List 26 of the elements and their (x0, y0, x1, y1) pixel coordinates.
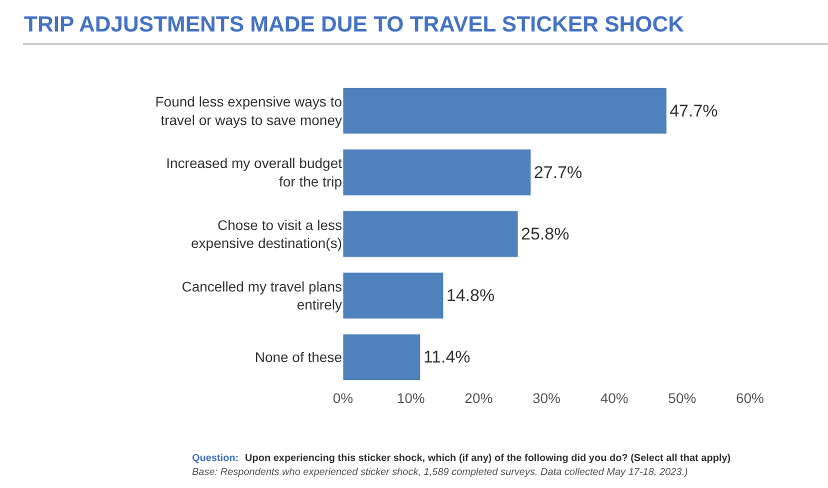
text: Question: (192, 453, 239, 464)
x-tick-label: 20% (464, 390, 493, 406)
bar (343, 87, 667, 134)
y-tick-label: Increased my overall budget for the trip (166, 155, 342, 190)
x-tick-label: 60% (736, 390, 764, 406)
data-label: 25.8% (521, 224, 570, 244)
x-tick-label: 50% (668, 390, 696, 406)
data-label: 11.4% (423, 348, 470, 367)
bar (343, 149, 532, 196)
y-tick-label: Chose to visit a less expensive destination(s) (191, 216, 342, 251)
y-tick-label: None of these (254, 349, 342, 366)
chart-title: TRIP ADJUSTMENTS MADE DUE TO TRAVEL STICKER SHOCK (24, 12, 684, 37)
y-tick-label: Found less expensive ways to travel or ways to save money (155, 94, 342, 128)
text: Base: Respondents who experienced sticker shock, 1,589 completed surveys. Data collected May 17-18, 2023.) (192, 467, 688, 478)
x-tick-label: 30% (532, 390, 561, 406)
data-label: 14.8% (446, 286, 495, 306)
text: Upon experiencing this sticker shock, which (if any) of the following did you do? (Select all that apply) (245, 453, 731, 464)
bar (343, 334, 421, 381)
x-tick-label: 0% (332, 390, 354, 406)
y-tick-label: Cancelled my travel plans entirely (182, 278, 342, 313)
bar (343, 272, 444, 319)
bar (343, 210, 518, 258)
x-tick-label: 10% (396, 390, 425, 406)
data-label: 47.7% (670, 101, 718, 120)
x-tick-label: 40% (600, 390, 628, 406)
data-label: 27.7% (534, 162, 582, 182)
